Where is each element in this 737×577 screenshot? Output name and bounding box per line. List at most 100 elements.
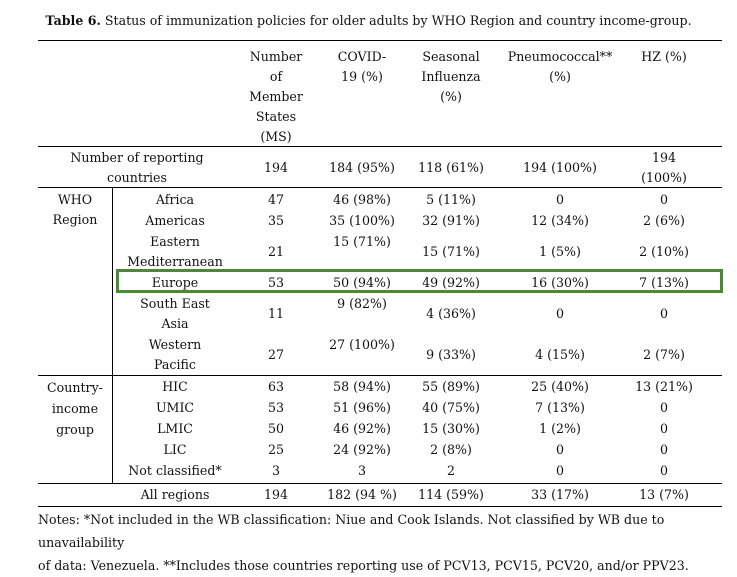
cell-pneumo: 0 [555,306,564,321]
header-ms-line: (MS) [260,129,292,144]
income-name: LMIC [157,421,193,436]
cell-flu: 55 (89%) [422,379,480,394]
header-hz: HZ (%) [626,47,702,67]
header-pneumo: Pneumococcal** (%) [498,47,622,87]
cell-hz: 13 (7%) [639,487,689,502]
cell-flu: 15 (30%) [422,421,480,436]
cell-ms: 50 [267,421,285,436]
cell-hz: 2 (10%) [639,244,689,259]
cell-flu: 40 (75%) [422,400,480,415]
region-name-line: Eastern [150,234,200,249]
cell-hz: 0 [659,421,668,436]
header-flu-line: (%) [440,89,462,104]
cell-ms: 63 [267,379,285,394]
reporting-label: Number of reporting countries [40,148,234,188]
header-pneumo-line: (%) [549,69,571,84]
who-group-line: WHO [57,192,93,207]
cell-pneumo: 0 [555,192,564,207]
cell-covid: 3 [357,463,366,478]
region-name: Europe [151,275,199,290]
header-ms: Number of Member States (MS) [236,47,316,147]
cell-flu: 49 (92%) [422,275,480,290]
region-name: Eastern Mediterranean [114,232,236,272]
header-flu-line: Influenza [421,69,481,84]
rule-group-divider-who [112,187,113,376]
cell-pneumo: 12 (34%) [531,213,589,228]
cell-hz: 0 [659,400,668,415]
cell-flu: 9 (33%) [426,347,476,362]
income-group-line: group [56,422,94,437]
income-group-label: Country- income group [38,377,112,440]
cell-hz: 0 [659,442,668,457]
header-covid-line: COVID- [337,49,387,64]
cell-ms: 35 [267,213,285,228]
reporting-label-line: Number of reporting [70,150,204,165]
cell-hz: 0 [659,463,668,478]
cell-ms: 11 [267,306,285,321]
income-name: HIC [162,379,188,394]
cell-ms: 53 [267,275,285,290]
caption-text: Status of immunization policies for olde… [104,13,692,28]
cell-flu: 15 (71%) [422,244,480,259]
cell-ms: 47 [267,192,285,207]
cell-ms: 21 [267,244,285,259]
cell-covid: 51 (96%) [333,400,391,415]
cell-pneumo: 1 (5%) [539,244,581,259]
rule-who-bottom [38,375,722,376]
rule-table-bottom [38,506,722,507]
income-name: UMIC [155,400,195,415]
income-group-line: Country- [47,380,103,395]
caption-label: Table 6. [45,13,101,28]
cell-covid: 24 (92%) [333,442,391,457]
reporting-covid: 184 (95%) [329,160,395,175]
cell-covid: 46 (98%) [333,192,391,207]
rule-header-bottom [38,146,722,147]
reporting-hz-line: 194 [651,150,677,165]
cell-covid: 15 (71%) [333,234,391,249]
cell-flu: 114 (59%) [418,487,484,502]
region-name: Western Pacific [114,335,236,375]
reporting-label-line: countries [107,170,167,185]
cell-covid: 27 (100%) [329,337,395,352]
europe-highlight-box [116,269,723,293]
cell-hz: 7 (13%) [639,275,689,290]
cell-flu: 2 (8%) [430,442,472,457]
cell-hz: 2 (7%) [643,347,685,362]
cell-covid: 9 (82%) [337,296,387,311]
cell-flu: 32 (91%) [422,213,480,228]
cell-pneumo: 16 (30%) [531,275,589,290]
cell-ms: 3 [271,463,280,478]
header-ms-line: Member [249,89,303,104]
who-group-line: Region [52,212,98,227]
region-name-line: Mediterranean [127,254,223,269]
rule-income-bottom [38,483,722,484]
reporting-hz: 194 (100%) [626,148,702,188]
all-regions-label: All regions [140,487,210,502]
cell-flu: 2 [446,463,455,478]
rule-reporting-bottom [38,187,722,188]
table-caption: Table 6. Status of immunization policies… [0,13,737,28]
cell-covid: 182 (94 %) [327,487,397,502]
region-name-line: Western [148,337,202,352]
reporting-ms: 194 [263,160,289,175]
cell-covid: 50 (94%) [333,275,391,290]
cell-pneumo: 0 [555,442,564,457]
reporting-hz-line: (100%) [641,170,687,185]
cell-pneumo: 1 (2%) [539,421,581,436]
header-ms-line: of [269,69,283,84]
cell-covid: 58 (94%) [333,379,391,394]
cell-hz: 0 [659,192,668,207]
cell-pneumo: 25 (40%) [531,379,589,394]
header-pneumo-line: Pneumococcal** [507,49,613,64]
income-name: LIC [163,442,187,457]
header-flu-line: Seasonal [422,49,480,64]
cell-pneumo: 4 (15%) [535,347,585,362]
cell-ms: 53 [267,400,285,415]
reporting-pneumo: 194 (100%) [523,160,597,175]
notes-line: Notes: *Not included in the WB classific… [38,512,665,550]
header-covid-line: 19 (%) [341,69,383,84]
region-name: Africa [155,192,195,207]
cell-hz: 0 [659,306,668,321]
header-covid: COVID- 19 (%) [322,47,402,87]
cell-flu: 4 (36%) [426,306,476,321]
